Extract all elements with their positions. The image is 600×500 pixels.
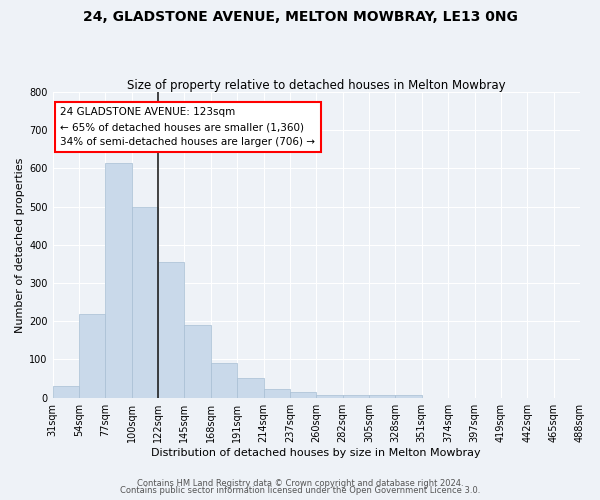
Bar bbox=[53, 386, 79, 398]
Text: Contains HM Land Registry data © Crown copyright and database right 2024.: Contains HM Land Registry data © Crown c… bbox=[137, 478, 463, 488]
Bar bbox=[237, 378, 263, 398]
Text: 24, GLADSTONE AVENUE, MELTON MOWBRAY, LE13 0NG: 24, GLADSTONE AVENUE, MELTON MOWBRAY, LE… bbox=[83, 10, 517, 24]
Bar bbox=[343, 396, 369, 398]
Text: 24 GLADSTONE AVENUE: 123sqm
← 65% of detached houses are smaller (1,360)
34% of : 24 GLADSTONE AVENUE: 123sqm ← 65% of det… bbox=[61, 108, 316, 147]
X-axis label: Distribution of detached houses by size in Melton Mowbray: Distribution of detached houses by size … bbox=[151, 448, 481, 458]
Y-axis label: Number of detached properties: Number of detached properties bbox=[15, 157, 25, 332]
Bar bbox=[263, 390, 290, 398]
Bar bbox=[79, 314, 105, 398]
Bar bbox=[369, 394, 395, 398]
Bar bbox=[184, 325, 211, 398]
Bar bbox=[105, 162, 131, 398]
Title: Size of property relative to detached houses in Melton Mowbray: Size of property relative to detached ho… bbox=[127, 79, 506, 92]
Text: Contains public sector information licensed under the Open Government Licence 3.: Contains public sector information licen… bbox=[120, 486, 480, 495]
Bar bbox=[131, 206, 158, 398]
Bar bbox=[290, 392, 316, 398]
Bar bbox=[158, 262, 184, 398]
Bar bbox=[395, 396, 422, 398]
Bar bbox=[211, 364, 237, 398]
Bar bbox=[316, 394, 343, 398]
